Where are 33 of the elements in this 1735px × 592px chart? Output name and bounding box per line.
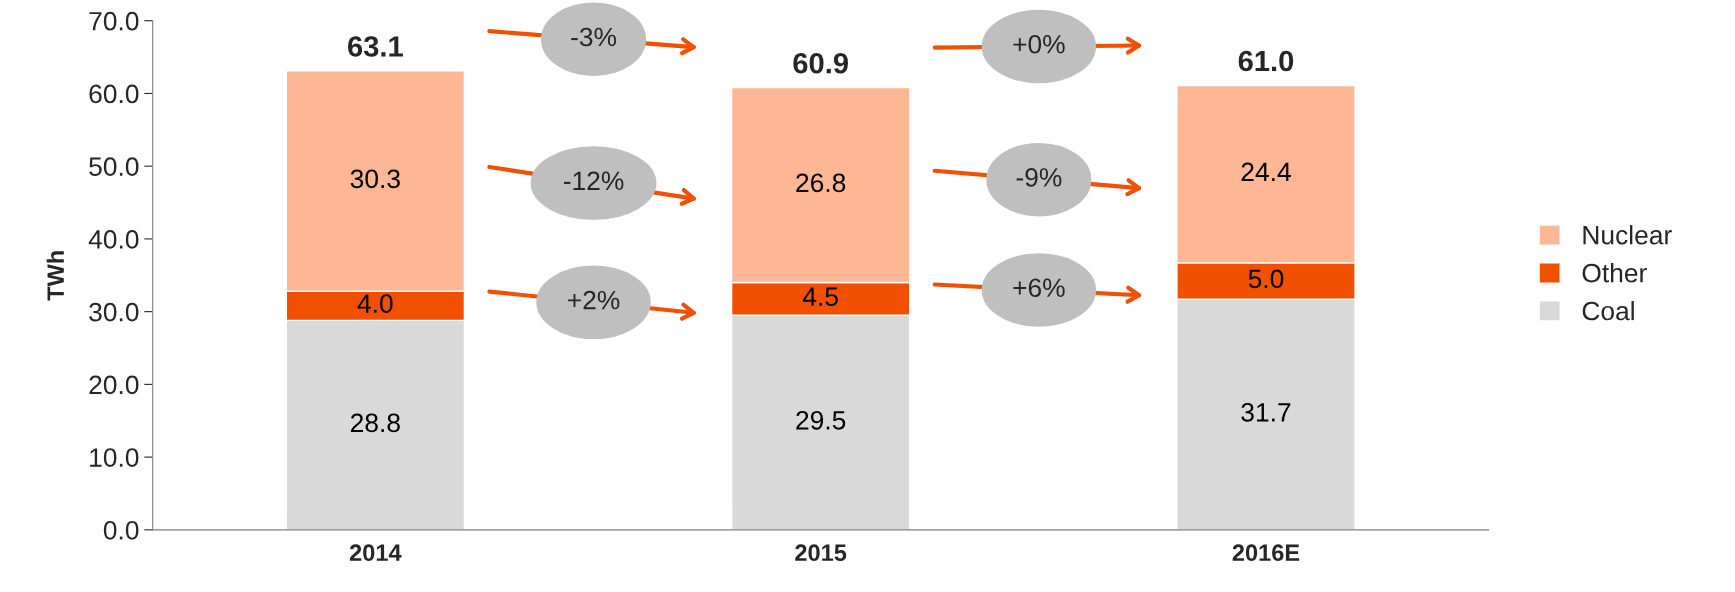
data-label: 4.5 (802, 287, 838, 306)
y-tick-label: 70.0 (89, 11, 139, 31)
legend-label: Coal (1582, 300, 1634, 321)
annotation: +2% (568, 290, 620, 310)
y-tick-label: 40.0 (88, 230, 139, 249)
total-label: 63.1 (348, 36, 403, 57)
y-tick-label: 60.0 (89, 84, 139, 104)
total-label: 61.0 (1238, 50, 1294, 72)
data-label: 5.0 (1248, 269, 1284, 289)
data-label: 24.4 (1241, 162, 1291, 182)
annotation: -3% (571, 27, 617, 47)
annotation: -9% (1016, 168, 1062, 187)
x-tick-label: 2015 (795, 544, 847, 562)
data-label: 26.8 (796, 173, 846, 193)
data-label: 4.0 (357, 294, 393, 313)
y-tick-label: 0.0 (103, 520, 139, 540)
data-label: 31.7 (1241, 402, 1291, 422)
data-label: 29.5 (796, 410, 846, 430)
legend-label: Nuclear (1583, 225, 1672, 245)
data-label: 28.8 (350, 413, 400, 433)
y-tick-label: 10.0 (90, 448, 139, 467)
annotation: +6% (1013, 278, 1065, 298)
data-label: 30.3 (350, 169, 400, 189)
y-tick-label: 50.0 (89, 157, 139, 176)
annotation: +0% (1013, 34, 1065, 54)
y-axis-title: TWh (46, 251, 64, 301)
y-tick-label: 20.0 (89, 375, 139, 395)
y-tick-label: 30.0 (89, 302, 139, 322)
total-label: 60.9 (793, 52, 848, 74)
x-tick-label: 2016E (1232, 544, 1300, 562)
annotation: -12% (563, 171, 624, 191)
legend-label: Other (1582, 263, 1647, 283)
x-tick-label: 2014 (349, 544, 402, 562)
